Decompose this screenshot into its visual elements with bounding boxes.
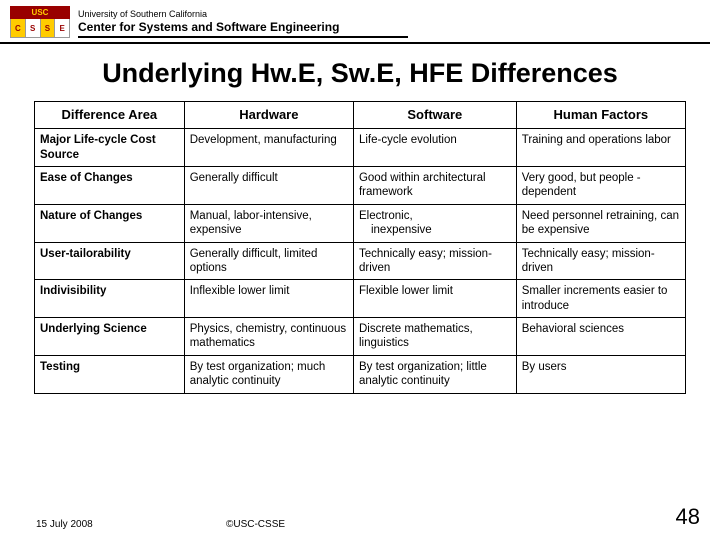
- comparison-table-wrap: Difference Area Hardware Software Human …: [0, 101, 720, 394]
- indent: inexpensive: [359, 223, 511, 237]
- cell: Very good, but people -dependent: [516, 167, 685, 205]
- header-text: University of Southern California Center…: [78, 9, 710, 38]
- cell: Good within architectural framework: [353, 167, 516, 205]
- logo-letter: C: [11, 19, 26, 37]
- table-row: Nature of Changes Manual, labor-intensiv…: [35, 204, 686, 242]
- center-name: Center for Systems and Software Engineer…: [78, 20, 408, 38]
- table-row: Major Life-cycle Cost Source Development…: [35, 129, 686, 167]
- cell: Electronic,inexpensive: [353, 204, 516, 242]
- table-header-row: Difference Area Hardware Software Human …: [35, 102, 686, 129]
- cell: Generally difficult: [184, 167, 353, 205]
- slide-title: Underlying Hw.E, Sw.E, HFE Differences: [0, 58, 720, 89]
- cell: Smaller increments easier to introduce: [516, 280, 685, 318]
- cell: Training and operations labor: [516, 129, 685, 167]
- logo-top: USC: [10, 6, 70, 19]
- footer-copyright: ©USC-CSSE: [226, 519, 285, 530]
- row-label: Major Life-cycle Cost Source: [35, 129, 185, 167]
- row-label: Testing: [35, 355, 185, 393]
- col-header: Human Factors: [516, 102, 685, 129]
- cell: Generally difficult, limited options: [184, 242, 353, 280]
- table-row: Testing By test organization; much analy…: [35, 355, 686, 393]
- cell: Development, manufacturing: [184, 129, 353, 167]
- comparison-table: Difference Area Hardware Software Human …: [34, 101, 686, 394]
- cell: Technically easy; mission-driven: [353, 242, 516, 280]
- logo-letter: E: [55, 19, 69, 37]
- cell: Behavioral sciences: [516, 318, 685, 356]
- table-row: Indivisibility Inflexible lower limit Fl…: [35, 280, 686, 318]
- table-row: Ease of Changes Generally difficult Good…: [35, 167, 686, 205]
- cell: Manual, labor-intensive, expensive: [184, 204, 353, 242]
- cell: Life-cycle evolution: [353, 129, 516, 167]
- row-label: Indivisibility: [35, 280, 185, 318]
- footer-date: 15 July 2008: [36, 519, 196, 530]
- cell: Inflexible lower limit: [184, 280, 353, 318]
- logo-bottom: C S S E: [10, 19, 70, 38]
- header-rule: [0, 42, 710, 44]
- cell: Technically easy; mission-driven: [516, 242, 685, 280]
- row-label: User-tailorability: [35, 242, 185, 280]
- col-header: Software: [353, 102, 516, 129]
- cell: Flexible lower limit: [353, 280, 516, 318]
- row-label: Ease of Changes: [35, 167, 185, 205]
- table-row: User-tailorability Generally difficult, …: [35, 242, 686, 280]
- cell: By users: [516, 355, 685, 393]
- cell: By test organization; little analytic co…: [353, 355, 516, 393]
- cell: Discrete mathematics, linguistics: [353, 318, 516, 356]
- col-header: Hardware: [184, 102, 353, 129]
- page-number: 48: [676, 504, 700, 530]
- logo-letter: S: [41, 19, 56, 37]
- cell: By test organization; much analytic cont…: [184, 355, 353, 393]
- table-row: Underlying Science Physics, chemistry, c…: [35, 318, 686, 356]
- logo-letter: S: [26, 19, 41, 37]
- row-label: Nature of Changes: [35, 204, 185, 242]
- cell: Physics, chemistry, continuous mathemati…: [184, 318, 353, 356]
- col-header: Difference Area: [35, 102, 185, 129]
- usc-csse-logo: USC C S S E: [10, 6, 70, 40]
- slide-footer: 15 July 2008 ©USC-CSSE 48: [0, 504, 720, 530]
- cell: Need personnel retraining, can be expens…: [516, 204, 685, 242]
- slide-header: USC C S S E University of Southern Calif…: [0, 0, 720, 40]
- row-label: Underlying Science: [35, 318, 185, 356]
- university-name: University of Southern California: [78, 9, 710, 19]
